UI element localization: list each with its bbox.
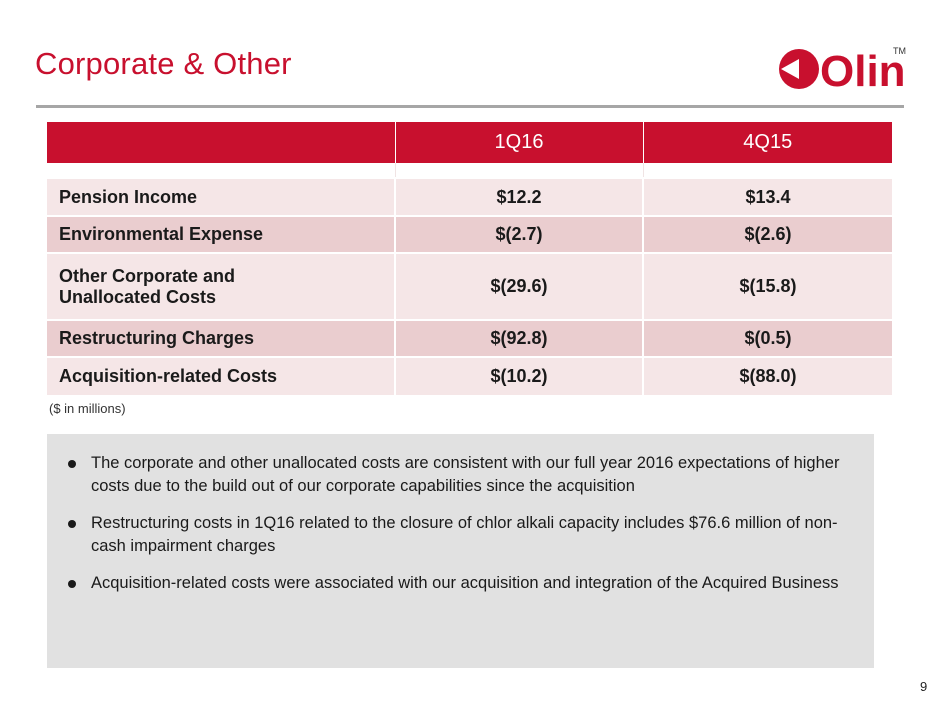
row-value-4q15: $(2.6)	[642, 215, 892, 253]
row-label: Acquisition-related Costs	[47, 356, 395, 395]
row-value-1q16: $(29.6)	[394, 252, 643, 320]
row-value-1q16: $(10.2)	[394, 356, 643, 395]
table-header-4q15: 4Q15	[642, 122, 892, 163]
note-item: The corporate and other unallocated cost…	[68, 452, 844, 498]
table-row: Restructuring Charges $(92.8) $(0.5)	[47, 319, 892, 357]
page-number: 9	[920, 679, 928, 694]
row-label: Other Corporate and Unallocated Costs	[47, 252, 395, 320]
table-row: Environmental Expense $(2.7) $(2.6)	[47, 215, 892, 253]
units-note: ($ in millions)	[49, 401, 126, 416]
page-title: Corporate & Other	[35, 46, 292, 81]
row-value-1q16: $(92.8)	[394, 319, 643, 357]
note-item: Acquisition-related costs were associate…	[68, 572, 844, 595]
row-label: Pension Income	[47, 177, 395, 216]
notes-box: The corporate and other unallocated cost…	[47, 434, 874, 668]
row-value-1q16: $(2.7)	[394, 215, 643, 253]
note-text: Restructuring costs in 1Q16 related to t…	[91, 514, 838, 555]
table-row: Pension Income $12.2 $13.4	[47, 177, 892, 216]
row-value-4q15: $(0.5)	[642, 319, 892, 357]
logo-trademark: TM	[893, 46, 906, 56]
row-label-line1: Other Corporate and	[59, 265, 236, 286]
row-value-4q15: $(88.0)	[642, 356, 892, 395]
table-header-label	[47, 122, 395, 163]
logo-wordmark: Olin	[820, 47, 906, 92]
row-label: Environmental Expense	[47, 215, 395, 253]
bullet-icon	[68, 460, 76, 468]
table-row: Other Corporate and Unallocated Costs $(…	[47, 252, 892, 320]
olin-logo: Olin TM	[779, 46, 906, 92]
table-header-1q16: 1Q16	[394, 122, 643, 163]
row-value-1q16: $12.2	[394, 177, 643, 216]
row-value-4q15: $(15.8)	[642, 252, 892, 320]
row-label: Restructuring Charges	[47, 319, 395, 357]
table-row: Acquisition-related Costs $(10.2) $(88.0…	[47, 356, 892, 395]
row-value-4q15: $13.4	[642, 177, 892, 216]
note-text: The corporate and other unallocated cost…	[91, 454, 840, 495]
table-spacer-row	[47, 163, 892, 178]
note-text: Acquisition-related costs were associate…	[91, 574, 839, 592]
row-label-line2: Unallocated Costs	[59, 286, 217, 307]
note-item: Restructuring costs in 1Q16 related to t…	[68, 512, 844, 558]
bullet-icon	[68, 520, 76, 528]
notes-list: The corporate and other unallocated cost…	[68, 452, 844, 595]
table-header-row: 1Q16 4Q15	[47, 122, 892, 163]
results-table: 1Q16 4Q15 Pension Income $12.2 $13.4 Env…	[47, 122, 892, 395]
bullet-icon	[68, 580, 76, 588]
title-divider	[36, 105, 904, 108]
